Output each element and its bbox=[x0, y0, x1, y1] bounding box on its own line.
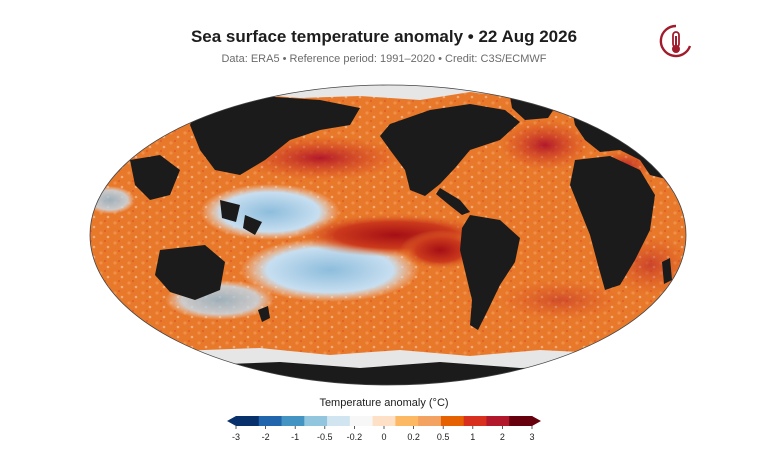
colorbar-swatch bbox=[349, 416, 374, 426]
colorbar-swatch bbox=[372, 416, 396, 426]
north-america-land bbox=[380, 104, 520, 196]
australia-land bbox=[155, 245, 225, 300]
colorbar-title: Temperature anomaly (°C) bbox=[319, 397, 449, 409]
colorbar-tick-label: 0 bbox=[381, 432, 387, 442]
colorbar-swatch bbox=[486, 416, 510, 426]
colorbar-swatch bbox=[463, 416, 487, 426]
colorbar-swatch bbox=[281, 416, 305, 426]
colorbar-tick-label: 2 bbox=[499, 432, 505, 442]
colorbar-swatch bbox=[509, 416, 533, 426]
africa-land bbox=[570, 156, 655, 290]
colorbar-tick-label: -1 bbox=[291, 432, 300, 442]
map-subtitle: Data: ERA5 • Reference period: 1991–2020… bbox=[221, 53, 547, 65]
colorbar-swatch bbox=[418, 416, 442, 426]
colorbar-extend-high bbox=[532, 416, 541, 426]
colorbar-swatch bbox=[327, 416, 351, 426]
colorbar-swatch bbox=[395, 416, 419, 426]
map-title: Sea surface temperature anomaly • 22 Aug… bbox=[190, 27, 578, 46]
colorbar-swatch bbox=[236, 416, 260, 426]
colorbar-swatch bbox=[440, 416, 465, 426]
colorbar-tick-label: 0.2 bbox=[407, 432, 420, 442]
colorbar-extend-low bbox=[227, 416, 236, 426]
thermometer-logo-icon bbox=[659, 24, 692, 58]
colorbar-tick-label: -3 bbox=[231, 432, 241, 442]
colorbar-tick-label: -0.5 bbox=[317, 432, 333, 442]
south-america-land bbox=[460, 215, 520, 330]
colorbar-tick-label: 0.5 bbox=[436, 432, 450, 442]
colorbar-swatch bbox=[258, 416, 283, 426]
colorbar-tick-label: -0.2 bbox=[346, 432, 363, 442]
colorbar-tick-label: 1 bbox=[470, 432, 476, 442]
colorbar-tick-label: -2 bbox=[261, 432, 270, 442]
colorbar-swatch bbox=[304, 416, 328, 426]
colorbar-tick-label: 3 bbox=[529, 432, 535, 442]
